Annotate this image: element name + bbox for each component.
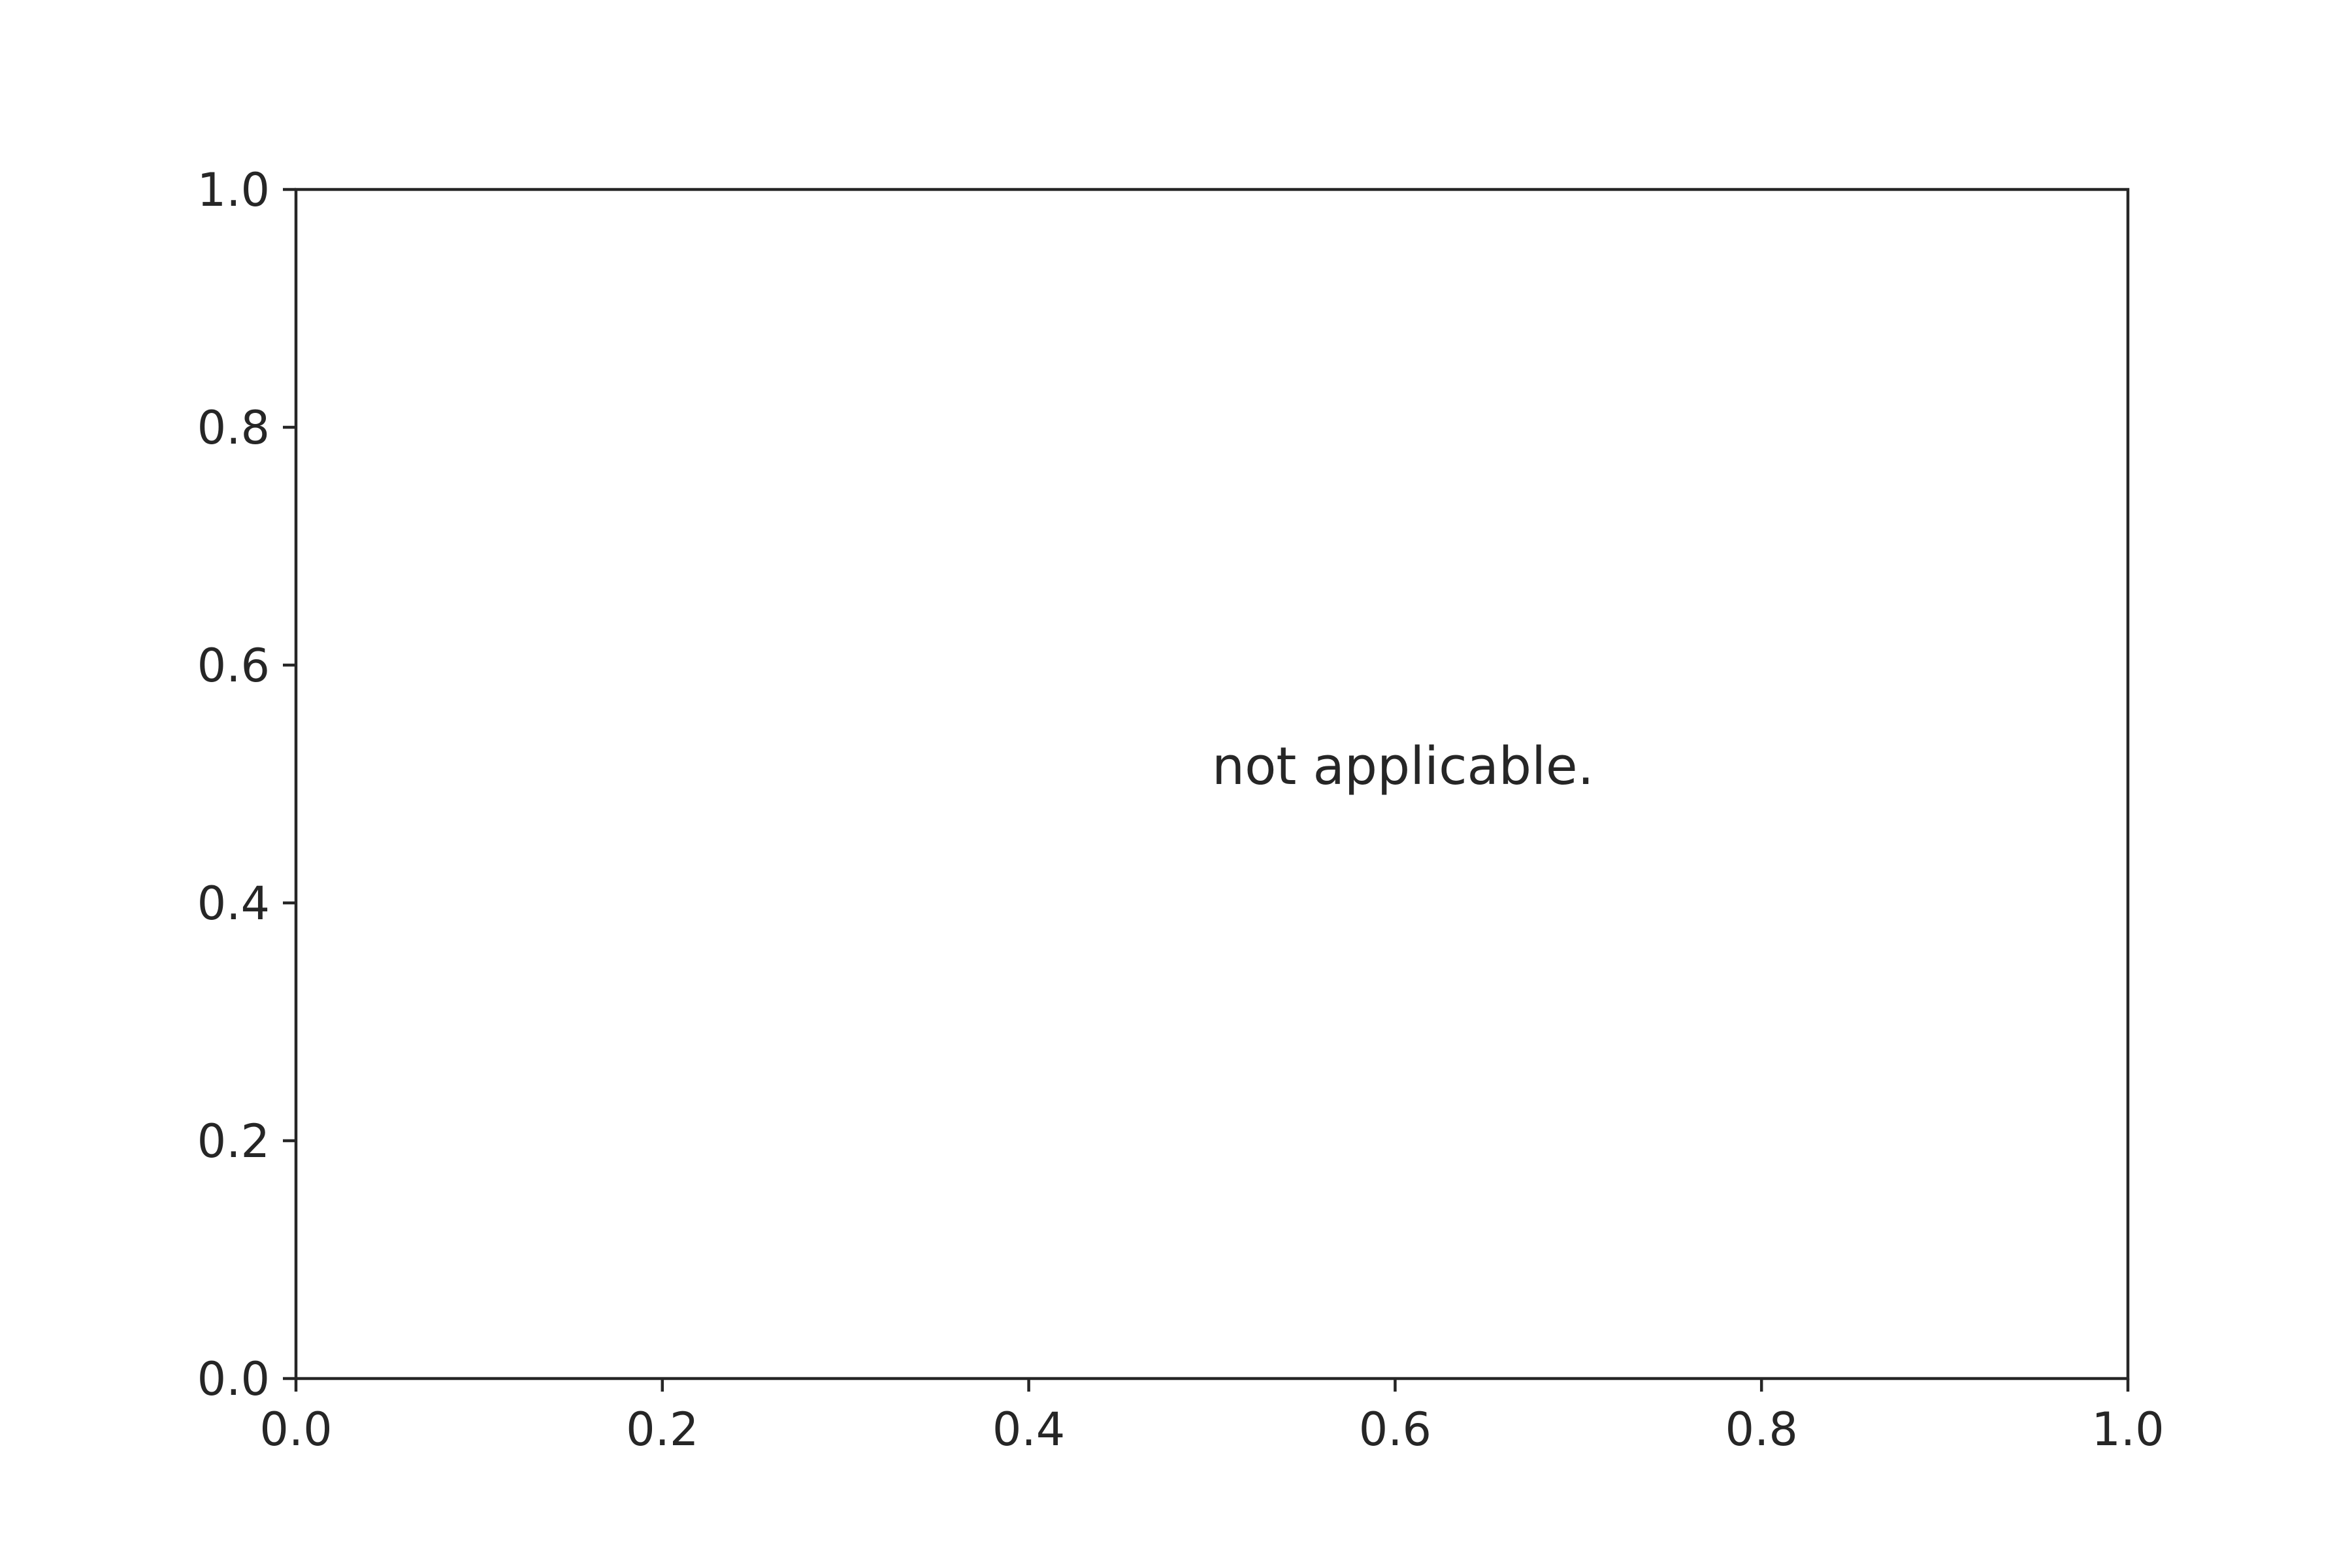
y-tick-label: 0.8 xyxy=(197,401,270,455)
x-tick-label: 0.6 xyxy=(1359,1403,1431,1456)
axes-frame xyxy=(294,188,2130,1380)
y-tick-label: 0.0 xyxy=(197,1352,270,1406)
y-tick-label: 0.2 xyxy=(197,1115,270,1168)
y-tick-label: 0.4 xyxy=(197,877,270,930)
annotation-text: not applicable. xyxy=(1212,736,1594,796)
plot-area: 0.0 0.2 0.4 0.6 0.8 1.0 0.0 0.2 0.4 0.6 0.8 1.0 not … xyxy=(197,163,2164,1456)
x-tick-label: 0.2 xyxy=(626,1403,698,1456)
x-tick-label: 0.4 xyxy=(992,1403,1065,1456)
x-tick-label: 0.0 xyxy=(259,1403,332,1456)
y-tick-label: 0.6 xyxy=(197,639,270,693)
y-tick-label: 1.0 xyxy=(197,163,270,217)
x-tick-label: 0.8 xyxy=(1725,1403,1798,1456)
x-tick-label: 1.0 xyxy=(2091,1403,2164,1456)
